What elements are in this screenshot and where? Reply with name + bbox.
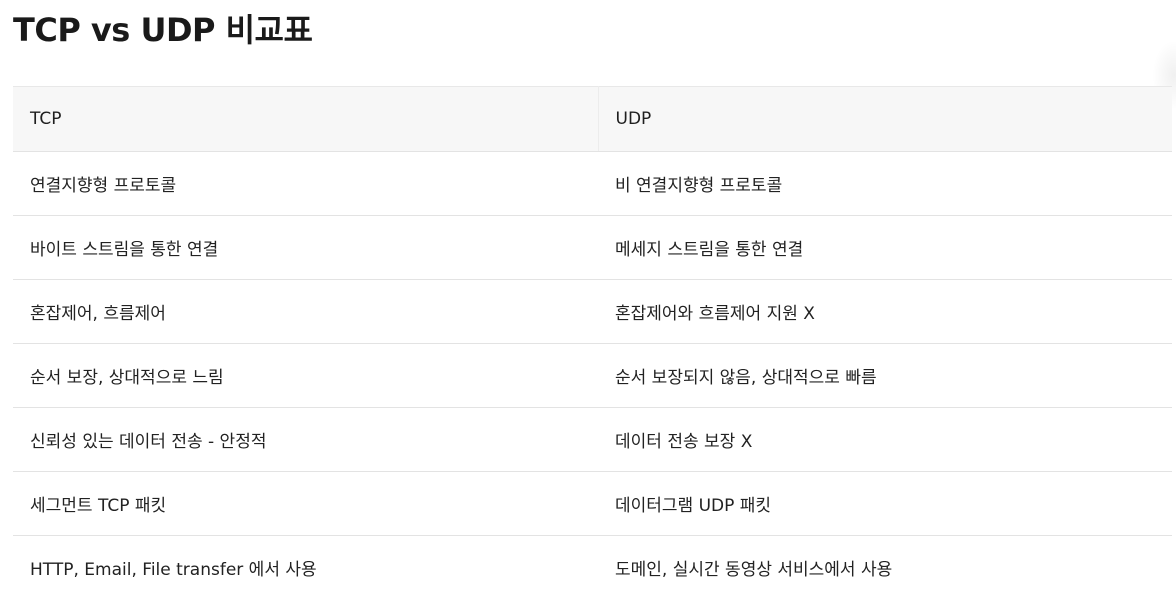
cell-tcp: 바이트 스트림을 통한 연결 — [13, 215, 598, 280]
table-row: 연결지향형 프로토콜 비 연결지향형 프로토콜 — [13, 151, 1172, 216]
cell-udp: 데이터 전송 보장 X — [598, 407, 1172, 472]
cell-tcp: 신뢰성 있는 데이터 전송 - 안정적 — [13, 407, 598, 472]
table-row: 세그먼트 TCP 패킷 데이터그램 UDP 패킷 — [13, 471, 1172, 536]
page-title: TCP vs UDP 비교표 — [13, 11, 313, 49]
table-header-row: TCP UDP — [13, 86, 1172, 152]
header-udp: UDP — [598, 86, 1172, 152]
cell-tcp: 순서 보장, 상대적으로 느림 — [13, 343, 598, 408]
cell-tcp: HTTP, Email, File transfer 에서 사용 — [30, 560, 317, 580]
header-tcp: TCP — [13, 86, 599, 152]
cell-udp: 데이터그램 UDP 패킷 — [598, 471, 1172, 536]
table-row: 순서 보장, 상대적으로 느림 순서 보장되지 않음, 상대적으로 빠름 — [13, 343, 1172, 408]
table-row: 바이트 스트림을 통한 연결 메세지 스트림을 통한 연결 — [13, 215, 1172, 280]
cell-tcp: 세그먼트 TCP 패킷 — [13, 471, 598, 536]
cell-udp: 메세지 스트림을 통한 연결 — [598, 215, 1172, 280]
table-row: 혼잡제어, 흐름제어 혼잡제어와 흐름제어 지원 X — [13, 279, 1172, 344]
cell-udp: 도메인, 실시간 동영상 서비스에서 사용 — [615, 560, 893, 580]
cell-tcp: 혼잡제어, 흐름제어 — [13, 279, 598, 344]
table-row: HTTP, Email, File transfer 에서 사용 도메인, 실시… — [13, 536, 1172, 592]
cell-udp: 비 연결지향형 프로토콜 — [598, 151, 1172, 216]
cell-udp: 혼잡제어와 흐름제어 지원 X — [598, 279, 1172, 344]
cell-tcp: 연결지향형 프로토콜 — [13, 151, 598, 216]
cell-udp: 순서 보장되지 않음, 상대적으로 빠름 — [598, 343, 1172, 408]
comparison-table: TCP UDP 연결지향형 프로토콜 비 연결지향형 프로토콜 바이트 스트림을… — [13, 86, 1172, 592]
table-row: 신뢰성 있는 데이터 전송 - 안정적 데이터 전송 보장 X — [13, 407, 1172, 472]
